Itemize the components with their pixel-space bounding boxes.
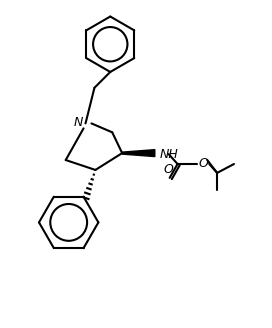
Text: O: O [198, 156, 208, 170]
Polygon shape [122, 150, 155, 156]
Text: NH: NH [160, 148, 178, 161]
Text: O: O [164, 163, 174, 176]
Text: N: N [74, 116, 83, 129]
